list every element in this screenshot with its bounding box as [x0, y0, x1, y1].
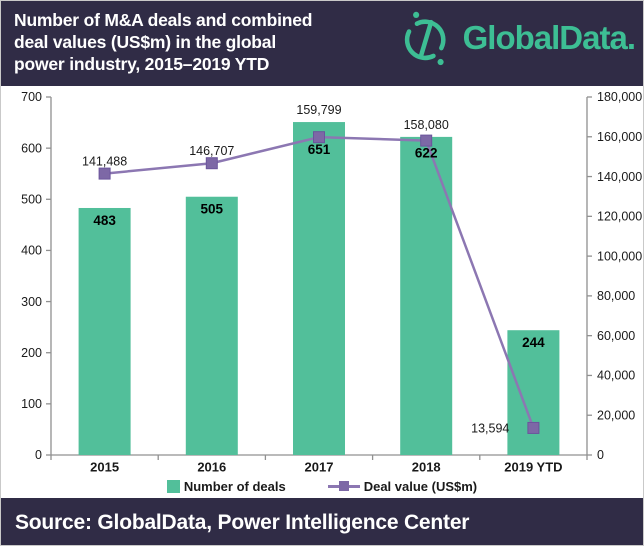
x-axis-category-label: 2015	[90, 460, 119, 475]
globaldata-logo-icon	[404, 11, 446, 66]
left-axis-tick-label: 700	[21, 90, 42, 104]
right-axis-tick-label: 160,000	[597, 130, 642, 144]
line-marker	[205, 157, 218, 170]
title-line-1: Number of M&A deals and combined	[14, 10, 313, 30]
line-marker	[420, 134, 433, 147]
chart-title: Number of M&A deals and combined deal va…	[14, 9, 312, 75]
right-axis-tick-label: 40,000	[597, 369, 635, 383]
chart-area: 0 100 200 300 400 500 600 700 0 20,000 40,000 60,00…	[1, 86, 643, 498]
line-series-swatch	[327, 480, 360, 492]
globaldata-logo-text: GlobalData.	[462, 19, 636, 56]
bar-value-label: 505	[201, 202, 224, 217]
line-value-label: 146,707	[189, 144, 234, 158]
title-line-3: power industry, 2015–2019 YTD	[14, 54, 270, 74]
x-axis-category-label: 2016	[197, 460, 226, 475]
right-axis-tick-label: 120,000	[597, 210, 642, 224]
bar	[400, 136, 453, 456]
left-axis-tick-label: 200	[21, 346, 42, 360]
combo-chart: 0 100 200 300 400 500 600 700 0 20,000 40,000 60,00…	[21, 90, 642, 475]
footer-banner: Source: GlobalData, Power Intelligence C…	[1, 498, 643, 545]
left-axis-tick-label: 100	[21, 397, 42, 411]
chart-legend: Number of deals Deal value (US$m)	[1, 474, 643, 498]
bar-value-label: 651	[308, 142, 331, 157]
right-axis-tick-label: 20,000	[597, 408, 635, 422]
left-axis-tick-label: 600	[21, 141, 42, 155]
line-value-label: 141,488	[82, 155, 127, 169]
source-text: Source: GlobalData, Power Intelligence C…	[15, 510, 470, 534]
line-value-label: 158,080	[404, 118, 449, 132]
legend-item-bars: Number of deals	[166, 478, 286, 494]
header-banner: Number of M&A deals and combined deal va…	[1, 1, 643, 86]
x-axis-category-label: 2017	[305, 460, 334, 475]
right-axis-tick-label: 180,000	[597, 90, 642, 104]
bar-value-label: 483	[93, 213, 116, 228]
bar	[185, 196, 238, 455]
bar	[507, 330, 560, 455]
x-axis-category-label: 2018	[412, 460, 441, 475]
right-axis-tick-label: 100,000	[597, 249, 642, 263]
left-axis-tick-label: 300	[21, 295, 42, 309]
left-axis-tick-label: 0	[35, 448, 42, 462]
title-line-2: deal values (US$m) in the global	[14, 32, 276, 52]
left-axis-tick-label: 500	[21, 192, 42, 206]
line-swatch-marker	[338, 481, 349, 491]
line-value-label: 13,594	[471, 421, 509, 435]
line-marker	[313, 131, 325, 144]
bar	[78, 207, 131, 455]
left-axis-tick-label: 400	[21, 244, 42, 258]
right-axis-tick-label: 80,000	[597, 289, 635, 303]
legend-label-line: Deal value (US$m)	[363, 478, 478, 494]
line-marker	[98, 167, 111, 180]
right-axis-tick-label: 60,000	[597, 329, 635, 343]
legend-label-bars: Number of deals	[183, 478, 286, 494]
right-axis-tick-label: 0	[597, 448, 604, 462]
bar	[293, 122, 345, 455]
legend-item-line: Deal value (US$m)	[327, 478, 478, 494]
bar-value-label: 244	[522, 335, 545, 350]
globaldata-logo: GlobalData.	[398, 9, 636, 67]
x-axis-category-label: 2019 YTD	[504, 460, 562, 475]
bar-value-label: 622	[415, 146, 438, 161]
line-marker	[527, 421, 540, 434]
bar-series-swatch	[166, 479, 180, 493]
line-value-label: 159,799	[296, 103, 341, 117]
right-axis-tick-label: 140,000	[597, 170, 642, 184]
